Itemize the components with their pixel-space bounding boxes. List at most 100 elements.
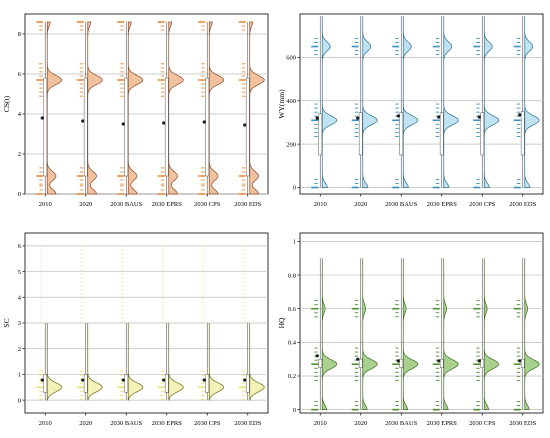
- y-tick-label: 0: [293, 185, 296, 192]
- y-tick-label: 2: [18, 151, 21, 158]
- violin-group: [473, 16, 500, 189]
- violin-group: [311, 16, 338, 189]
- x-tick-label: 2030 EPRS: [152, 420, 183, 427]
- x-tick-label: 2010: [314, 420, 327, 427]
- y-tick-label: 0.4: [288, 340, 297, 347]
- violin-shape: [208, 323, 225, 401]
- violin-group: [432, 16, 459, 189]
- y-tick-label: 2: [18, 346, 21, 353]
- mean-point: [477, 359, 481, 363]
- mean-point: [477, 115, 481, 119]
- x-tick-label: 2030 EDS: [509, 420, 536, 427]
- violin-shape: [524, 258, 540, 410]
- mean-point: [162, 378, 166, 382]
- violin-shape: [249, 323, 265, 401]
- y-tick-label: 0: [293, 407, 296, 414]
- violin-shape: [127, 21, 144, 195]
- violin-group: [351, 258, 378, 411]
- y-tick-label: 5: [18, 269, 21, 276]
- x-tick-label: 2030 BAUS: [385, 201, 417, 208]
- violin-shape: [168, 323, 184, 401]
- mean-point: [518, 359, 522, 363]
- mean-point: [437, 115, 441, 119]
- iqr-box: [205, 374, 210, 393]
- y-tick-label: 6: [18, 71, 22, 78]
- iqr-box: [43, 77, 48, 177]
- x-tick-label: 2030 EPRS: [427, 201, 458, 208]
- violin-group: [238, 21, 265, 195]
- y-tick-label: 1: [18, 372, 21, 379]
- plot-frame: [299, 13, 544, 195]
- violin-shape: [321, 16, 338, 188]
- y-tick-label: 1: [293, 239, 296, 246]
- violin-group: [513, 16, 540, 189]
- violin-shape: [87, 21, 103, 195]
- mean-point: [243, 123, 247, 127]
- x-tick-label: 2030 BAUS: [385, 420, 417, 427]
- chart-hq: 0 0.2 0.4 0.6 0.8 1 HQ 2010 2020 2030 BAUS 2030 EP…: [277, 232, 544, 427]
- x-tick-label: 2030 EDS: [234, 420, 261, 427]
- panel-cs: 0 2 4 6 8 CS(t) 2010 2020 2030 BAUS 2030 EPRS 2030…: [0, 0, 275, 219]
- panel-hq: 0 0.2 0.4 0.6 0.8 1 HQ 2010 2020 2030 BAUS 2030 EP…: [275, 219, 550, 438]
- mean-point: [356, 357, 360, 361]
- violin-shape: [443, 258, 459, 410]
- iqr-box: [245, 77, 250, 177]
- mean-point: [396, 359, 400, 363]
- iqr-box: [480, 358, 485, 368]
- y-axis-label: CS(t): [2, 95, 11, 112]
- y-tick-label: 4: [18, 294, 22, 301]
- x-tick-label: 2010: [314, 201, 327, 208]
- mean-point: [121, 122, 125, 126]
- iqr-box: [480, 112, 485, 156]
- violin-group: [76, 245, 103, 401]
- x-tick-label: 2030 CPS: [194, 201, 221, 208]
- panel-wy: 0 200 400 600 WY(mm) 2010 2020 2030 BAUS 2030 EP…: [275, 0, 550, 219]
- mean-point: [121, 378, 125, 382]
- x-tick-label: 2030 EPRS: [427, 420, 458, 427]
- x-tick-label: 2020: [354, 420, 367, 427]
- plot-frame: [24, 13, 269, 195]
- mean-point: [81, 378, 85, 382]
- y-axis-label: SC: [2, 318, 11, 327]
- violin-shape: [321, 258, 338, 410]
- y-tick-label: 400: [286, 98, 296, 105]
- iqr-box: [399, 112, 404, 156]
- iqr-box: [164, 374, 169, 393]
- x-tick-label: 2030 BAUS: [110, 420, 142, 427]
- violin-group: [36, 21, 63, 195]
- y-tick-label: 0.6: [288, 306, 297, 313]
- y-tick-label: 600: [286, 55, 296, 62]
- chart-sc: 0 1 2 3 4 5 6 SC 2010 2020 2030 BAUS 2030 EPRS 2030 …: [2, 232, 269, 427]
- x-tick-label: 2020: [79, 201, 92, 208]
- violin-group: [76, 21, 103, 195]
- mean-point: [162, 121, 166, 125]
- y-tick-label: 0: [18, 191, 21, 198]
- violin-group: [198, 21, 225, 195]
- violin-group: [157, 245, 184, 401]
- y-tick-label: 200: [286, 141, 296, 148]
- iqr-box: [439, 358, 444, 368]
- violin-shape: [443, 16, 459, 188]
- iqr-box: [124, 77, 129, 177]
- violin-group: [432, 258, 459, 411]
- mean-point: [243, 378, 247, 382]
- iqr-box: [358, 112, 363, 156]
- violin-group: [311, 258, 338, 411]
- mean-point: [518, 113, 522, 117]
- violin-shape: [168, 21, 184, 195]
- x-tick-label: 2030 CPS: [194, 420, 221, 427]
- panel-sc: 0 1 2 3 4 5 6 SC 2010 2020 2030 BAUS 2030 EPRS 2030 …: [0, 219, 275, 438]
- x-tick-label: 2030 EDS: [509, 201, 536, 208]
- violin-group: [392, 16, 419, 189]
- iqr-box: [245, 374, 250, 393]
- mean-point: [356, 116, 360, 120]
- iqr-box: [124, 374, 129, 393]
- iqr-box: [83, 374, 88, 393]
- y-tick-label: 0: [18, 397, 21, 404]
- violin-group: [117, 21, 144, 195]
- violin-shape: [87, 323, 103, 401]
- x-tick-label: 2030 EPRS: [152, 201, 183, 208]
- x-tick-label: 2020: [354, 201, 367, 208]
- chart-cs: 0 2 4 6 8 CS(t) 2010 2020 2030 BAUS 2030 EPRS 2030…: [2, 13, 269, 208]
- mean-point: [81, 119, 85, 123]
